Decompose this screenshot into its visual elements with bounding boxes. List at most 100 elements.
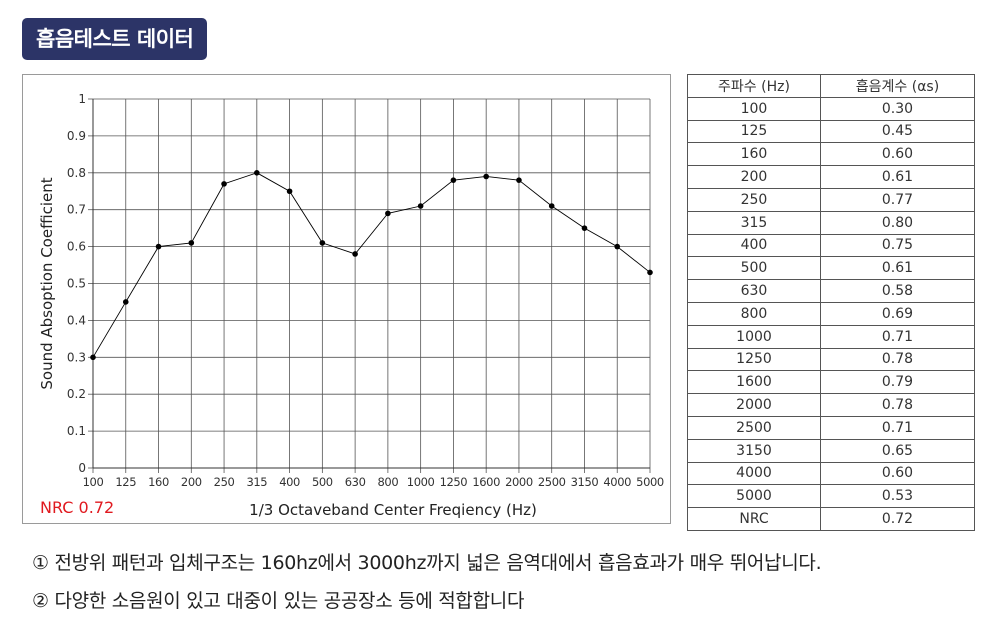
frequency-header: 주파수 (Hz): [687, 74, 821, 98]
data-point: [122, 299, 129, 305]
data-point: [319, 240, 326, 246]
frequency-cell: 315: [687, 210, 821, 235]
table-row: 800 0.69: [687, 301, 976, 326]
data-point: [614, 243, 621, 250]
data-point: [286, 188, 293, 195]
absorption-chart: 0 0.1 0.2 0.3 0.4 0.5 0.6 0.7 0.8 0.9 1 100 125 160 20…: [22, 74, 671, 524]
data-point: [90, 354, 96, 361]
table-row: 4000 0.60: [687, 461, 976, 486]
x-tick-label: 1250: [440, 475, 468, 489]
coefficient-cell: 0.58: [819, 279, 976, 303]
coefficient-cell: 0.45: [819, 119, 976, 144]
data-point: [581, 225, 588, 231]
coefficient-cell: 0.75: [819, 233, 976, 258]
coefficient-cell: 0.71: [819, 415, 976, 440]
coefficient-cell: 0.78: [819, 393, 976, 417]
chart-svg: 0 0.1 0.2 0.3 0.4 0.5 0.6 0.7 0.8 0.9 1 100 125 160 20…: [38, 92, 664, 519]
y-tick-label: 0.7: [67, 203, 86, 217]
page-title: 흡음테스트 데이터: [22, 18, 208, 60]
table-row: 2000 0.78: [687, 393, 976, 417]
coefficient-cell: 0.78: [819, 347, 976, 372]
x-tick-label: 100: [83, 475, 104, 489]
data-point: [548, 203, 555, 209]
y-axis-label: Sound Absoption Coefficient: [38, 177, 56, 389]
table-row: 5000 0.53: [687, 484, 976, 509]
coefficient-cell: 0.61: [819, 256, 976, 281]
coefficient-cell: 0.53: [819, 484, 976, 509]
data-point: [516, 177, 522, 183]
x-tick-label: 3150: [571, 475, 599, 489]
x-tick-label: 200: [181, 475, 202, 489]
frequency-cell: 800: [687, 301, 821, 326]
x-tick-label: 5000: [636, 475, 664, 489]
frequency-cell: 4000: [687, 461, 821, 486]
x-tick-label: 1000: [407, 475, 435, 489]
coefficient-cell: 0.80: [819, 210, 976, 235]
x-tick-label: 1600: [472, 475, 500, 489]
x-tick-label: 500: [312, 475, 333, 489]
y-tick-label: 0.4: [67, 313, 86, 327]
coefficient-cell: 0.30: [819, 96, 976, 121]
y-tick-label: 0.6: [67, 240, 86, 254]
table-row: 2500 0.71: [687, 415, 976, 440]
y-tick-label: 1: [78, 92, 86, 106]
table-row: 500 0.61: [687, 256, 976, 281]
data-point: [155, 243, 162, 250]
x-tick-label: 4000: [603, 475, 631, 489]
frequency-cell: 160: [687, 142, 821, 167]
x-axis-label: 1/3 Octaveband Center Freqiency (Hz): [249, 501, 537, 519]
frequency-cell: 5000: [687, 484, 821, 509]
coefficient-cell: 0.77: [819, 187, 976, 212]
table-row: 1000 0.71: [687, 324, 976, 349]
x-tick-label: 2000: [505, 475, 533, 489]
absorption-table: 주파수 (Hz) 흡음계수 (αs) 100 0.30 125 0.45 160 0.60…: [687, 74, 976, 532]
y-tick-label: 0.8: [67, 166, 86, 180]
y-tick-label: 0.3: [67, 350, 86, 364]
table-header-row: 주파수 (Hz) 흡음계수 (αs): [687, 74, 976, 98]
x-tick-label: 630: [345, 475, 366, 489]
data-point: [188, 240, 195, 246]
y-tick-label: 0.1: [67, 424, 86, 438]
table-row: 630 0.58: [687, 279, 976, 303]
frequency-cell: 1600: [687, 370, 821, 395]
coefficient-cell: 0.79: [819, 370, 976, 395]
frequency-cell: 125: [687, 119, 821, 144]
data-point: [385, 210, 391, 217]
data-point: [483, 173, 489, 180]
table-row: 400 0.75: [687, 233, 976, 258]
data-point: [221, 181, 227, 187]
y-tick-label: 0: [78, 461, 86, 475]
y-tick-label: 0.5: [67, 277, 86, 291]
x-tick-label: 125: [115, 475, 136, 489]
table-row: 3150 0.65: [687, 438, 976, 463]
frequency-cell: 1250: [687, 347, 821, 372]
data-point: [647, 269, 653, 276]
notes: ① 전방위 패턴과 입체구조는 160hz에서 3000hz까지 넓은 음역대에…: [32, 548, 822, 624]
data-point: [352, 251, 358, 257]
table-row: 250 0.77: [687, 187, 976, 212]
y-tick-label: 0.2: [67, 387, 86, 401]
coefficient-cell: 0.69: [819, 301, 976, 326]
coefficient-cell: 0.60: [819, 142, 976, 167]
x-tick-label: 160: [148, 475, 169, 489]
x-tick-label: 315: [246, 475, 267, 489]
x-tick-label: 800: [378, 475, 399, 489]
frequency-cell: 250: [687, 187, 821, 212]
coefficient-cell: 0.71: [819, 324, 976, 349]
frequency-cell: 500: [687, 256, 821, 281]
x-tick-label: 2500: [538, 475, 566, 489]
y-tick-label: 0.9: [67, 129, 86, 143]
nrc-annotation: NRC 0.72: [40, 498, 115, 517]
table-row: 1600 0.79: [687, 370, 976, 395]
table-row: 1250 0.78: [687, 347, 976, 372]
note-1: ① 전방위 패턴과 입체구조는 160hz에서 3000hz까지 넓은 음역대에…: [32, 552, 822, 574]
frequency-cell: 200: [687, 165, 821, 189]
data-point: [254, 170, 260, 176]
table-row: 125 0.45: [687, 119, 976, 144]
frequency-cell: 100: [687, 96, 821, 121]
note-2: ② 다양한 소음원이 있고 대중이 있는 공공장소 등에 적합합니다: [32, 590, 525, 612]
x-tick-label: 250: [214, 475, 235, 489]
coefficient-header: 흡음계수 (αs): [819, 74, 976, 98]
table-row: 160 0.60: [687, 142, 976, 167]
coefficient-cell: 0.65: [819, 438, 976, 463]
